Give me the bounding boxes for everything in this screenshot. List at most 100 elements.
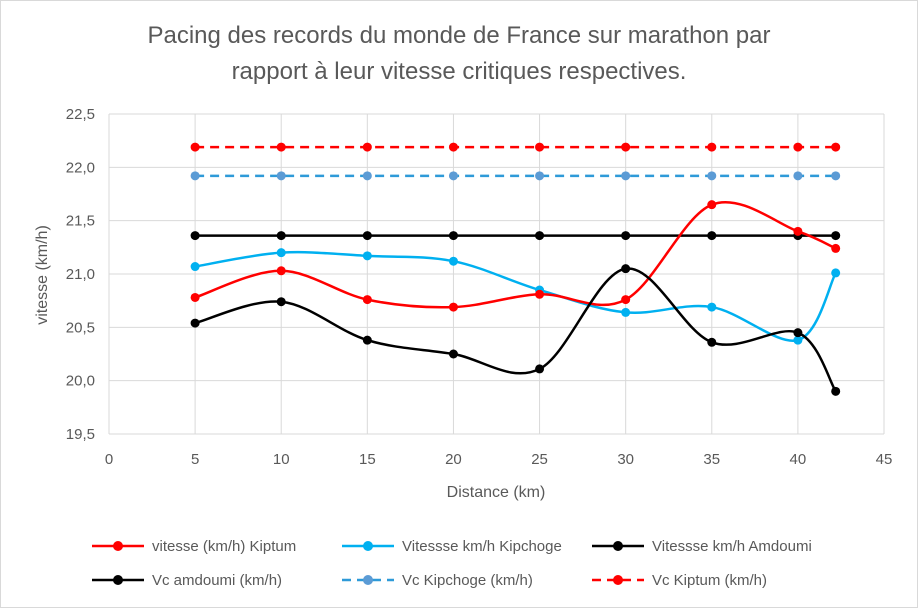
- data-point: [448, 142, 458, 152]
- legend-item: vitesse (km/h) Kiptum: [90, 534, 296, 558]
- x-tick-label: 15: [359, 451, 376, 468]
- chart-legend: vitesse (km/h) Kiptum Vitessse km/h Kipch…: [0, 528, 918, 598]
- data-point: [362, 335, 372, 345]
- x-tick-label: 40: [790, 451, 807, 468]
- data-point: [707, 302, 717, 312]
- data-point: [621, 307, 631, 317]
- x-tick-label: 35: [703, 451, 720, 468]
- data-point: [535, 171, 545, 181]
- legend-item: Vitessse km/h Kipchoge: [340, 534, 562, 558]
- data-point: [831, 268, 841, 278]
- y-tick-label: 20,5: [66, 319, 95, 336]
- legend-label: Vitessse km/h Kipchoge: [402, 537, 562, 555]
- legend-swatch: [92, 541, 144, 551]
- series-line: [194, 267, 837, 393]
- x-tick-label: 30: [617, 451, 634, 468]
- data-point: [707, 171, 717, 181]
- data-point: [621, 142, 631, 152]
- data-point: [793, 328, 803, 338]
- x-axis-ticks: 0 5 10 15 20 25 30 35 40 45: [105, 451, 893, 468]
- x-tick-label: 25: [531, 451, 548, 468]
- legend-label: vitesse (km/h) Kiptum: [152, 537, 297, 555]
- legend-item: Vc Kipchoge (km/h): [340, 568, 533, 592]
- y-axis-ticks: 19,5 20,0 20,5 21,0 21,5 22,0 22,5: [66, 106, 95, 443]
- data-point: [621, 171, 631, 181]
- data-point: [831, 243, 841, 253]
- x-tick-label: 0: [105, 451, 113, 468]
- data-point: [190, 231, 200, 241]
- data-point: [707, 200, 717, 210]
- data-point: [831, 231, 841, 241]
- data-point: [707, 142, 717, 152]
- data-point: [190, 318, 200, 328]
- data-point: [276, 248, 286, 258]
- data-point: [535, 364, 545, 374]
- y-tick-label: 21,0: [66, 266, 95, 283]
- data-point: [793, 335, 803, 345]
- data-point: [793, 142, 803, 152]
- legend-label: Vc amdoumi (km/h): [152, 571, 283, 589]
- data-point: [793, 171, 803, 181]
- data-point: [621, 231, 631, 241]
- data-point: [448, 171, 458, 181]
- legend-item: Vc amdoumi (km/h): [90, 568, 282, 592]
- data-point: [362, 171, 372, 181]
- legend-swatch: [342, 575, 394, 585]
- series-line: [194, 200, 837, 309]
- chart-title: Pacing des records du monde de France su…: [60, 18, 858, 90]
- data-point: [707, 231, 717, 241]
- data-point: [190, 262, 200, 272]
- data-point: [362, 142, 372, 152]
- series-lines: [190, 142, 841, 396]
- legend-label: Vc Kiptum (km/h): [652, 571, 768, 589]
- data-point: [448, 231, 458, 241]
- chart-title-line-2: rapport à leur vitesse critiques respect…: [231, 58, 687, 85]
- data-point: [831, 386, 841, 396]
- legend-label: Vitessse km/h Amdoumi: [652, 537, 812, 555]
- data-point: [621, 264, 631, 274]
- y-axis-label: vitesse (km/h): [34, 225, 51, 325]
- y-tick-label: 22,0: [66, 159, 95, 176]
- series-5: [190, 142, 841, 152]
- data-point: [448, 349, 458, 359]
- data-point: [276, 266, 286, 276]
- x-axis-label: Distance (km): [447, 484, 546, 501]
- y-tick-label: 20,0: [66, 373, 95, 390]
- data-point: [190, 171, 200, 181]
- data-point: [831, 171, 841, 181]
- data-point: [448, 302, 458, 312]
- data-point: [535, 231, 545, 241]
- data-point: [831, 142, 841, 152]
- data-point: [448, 256, 458, 266]
- legend-swatch: [342, 541, 394, 551]
- legend-swatch: [92, 575, 144, 585]
- x-tick-label: 10: [273, 451, 290, 468]
- y-tick-label: 21,5: [66, 213, 95, 230]
- data-point: [276, 142, 286, 152]
- x-tick-label: 5: [191, 451, 199, 468]
- series-0: [190, 200, 841, 312]
- x-tick-label: 20: [445, 451, 462, 468]
- legend-item: Vitessse km/h Amdoumi: [590, 534, 812, 558]
- legend-label: Vc Kipchoge (km/h): [402, 571, 533, 589]
- data-point: [793, 226, 803, 236]
- data-point: [276, 231, 286, 241]
- series-2: [190, 264, 841, 396]
- series-4: [190, 171, 841, 181]
- x-tick-label: 45: [876, 451, 893, 468]
- legend-swatch: [592, 541, 644, 551]
- y-tick-label: 22,5: [66, 106, 95, 123]
- chart-title-line-1: Pacing des records du monde de France su…: [147, 22, 771, 49]
- data-point: [362, 231, 372, 241]
- data-point: [621, 295, 631, 305]
- data-point: [362, 295, 372, 305]
- data-point: [276, 297, 286, 307]
- data-point: [190, 292, 200, 302]
- data-point: [707, 337, 717, 347]
- line-chart: 19,5 20,0 20,5 21,0 21,5 22,0 22,5 0 5 10 15 20 25 3…: [34, 106, 893, 501]
- data-point: [535, 142, 545, 152]
- legend-swatch: [592, 575, 644, 585]
- legend-item: Vc Kiptum (km/h): [590, 568, 767, 592]
- y-tick-label: 19,5: [66, 426, 95, 443]
